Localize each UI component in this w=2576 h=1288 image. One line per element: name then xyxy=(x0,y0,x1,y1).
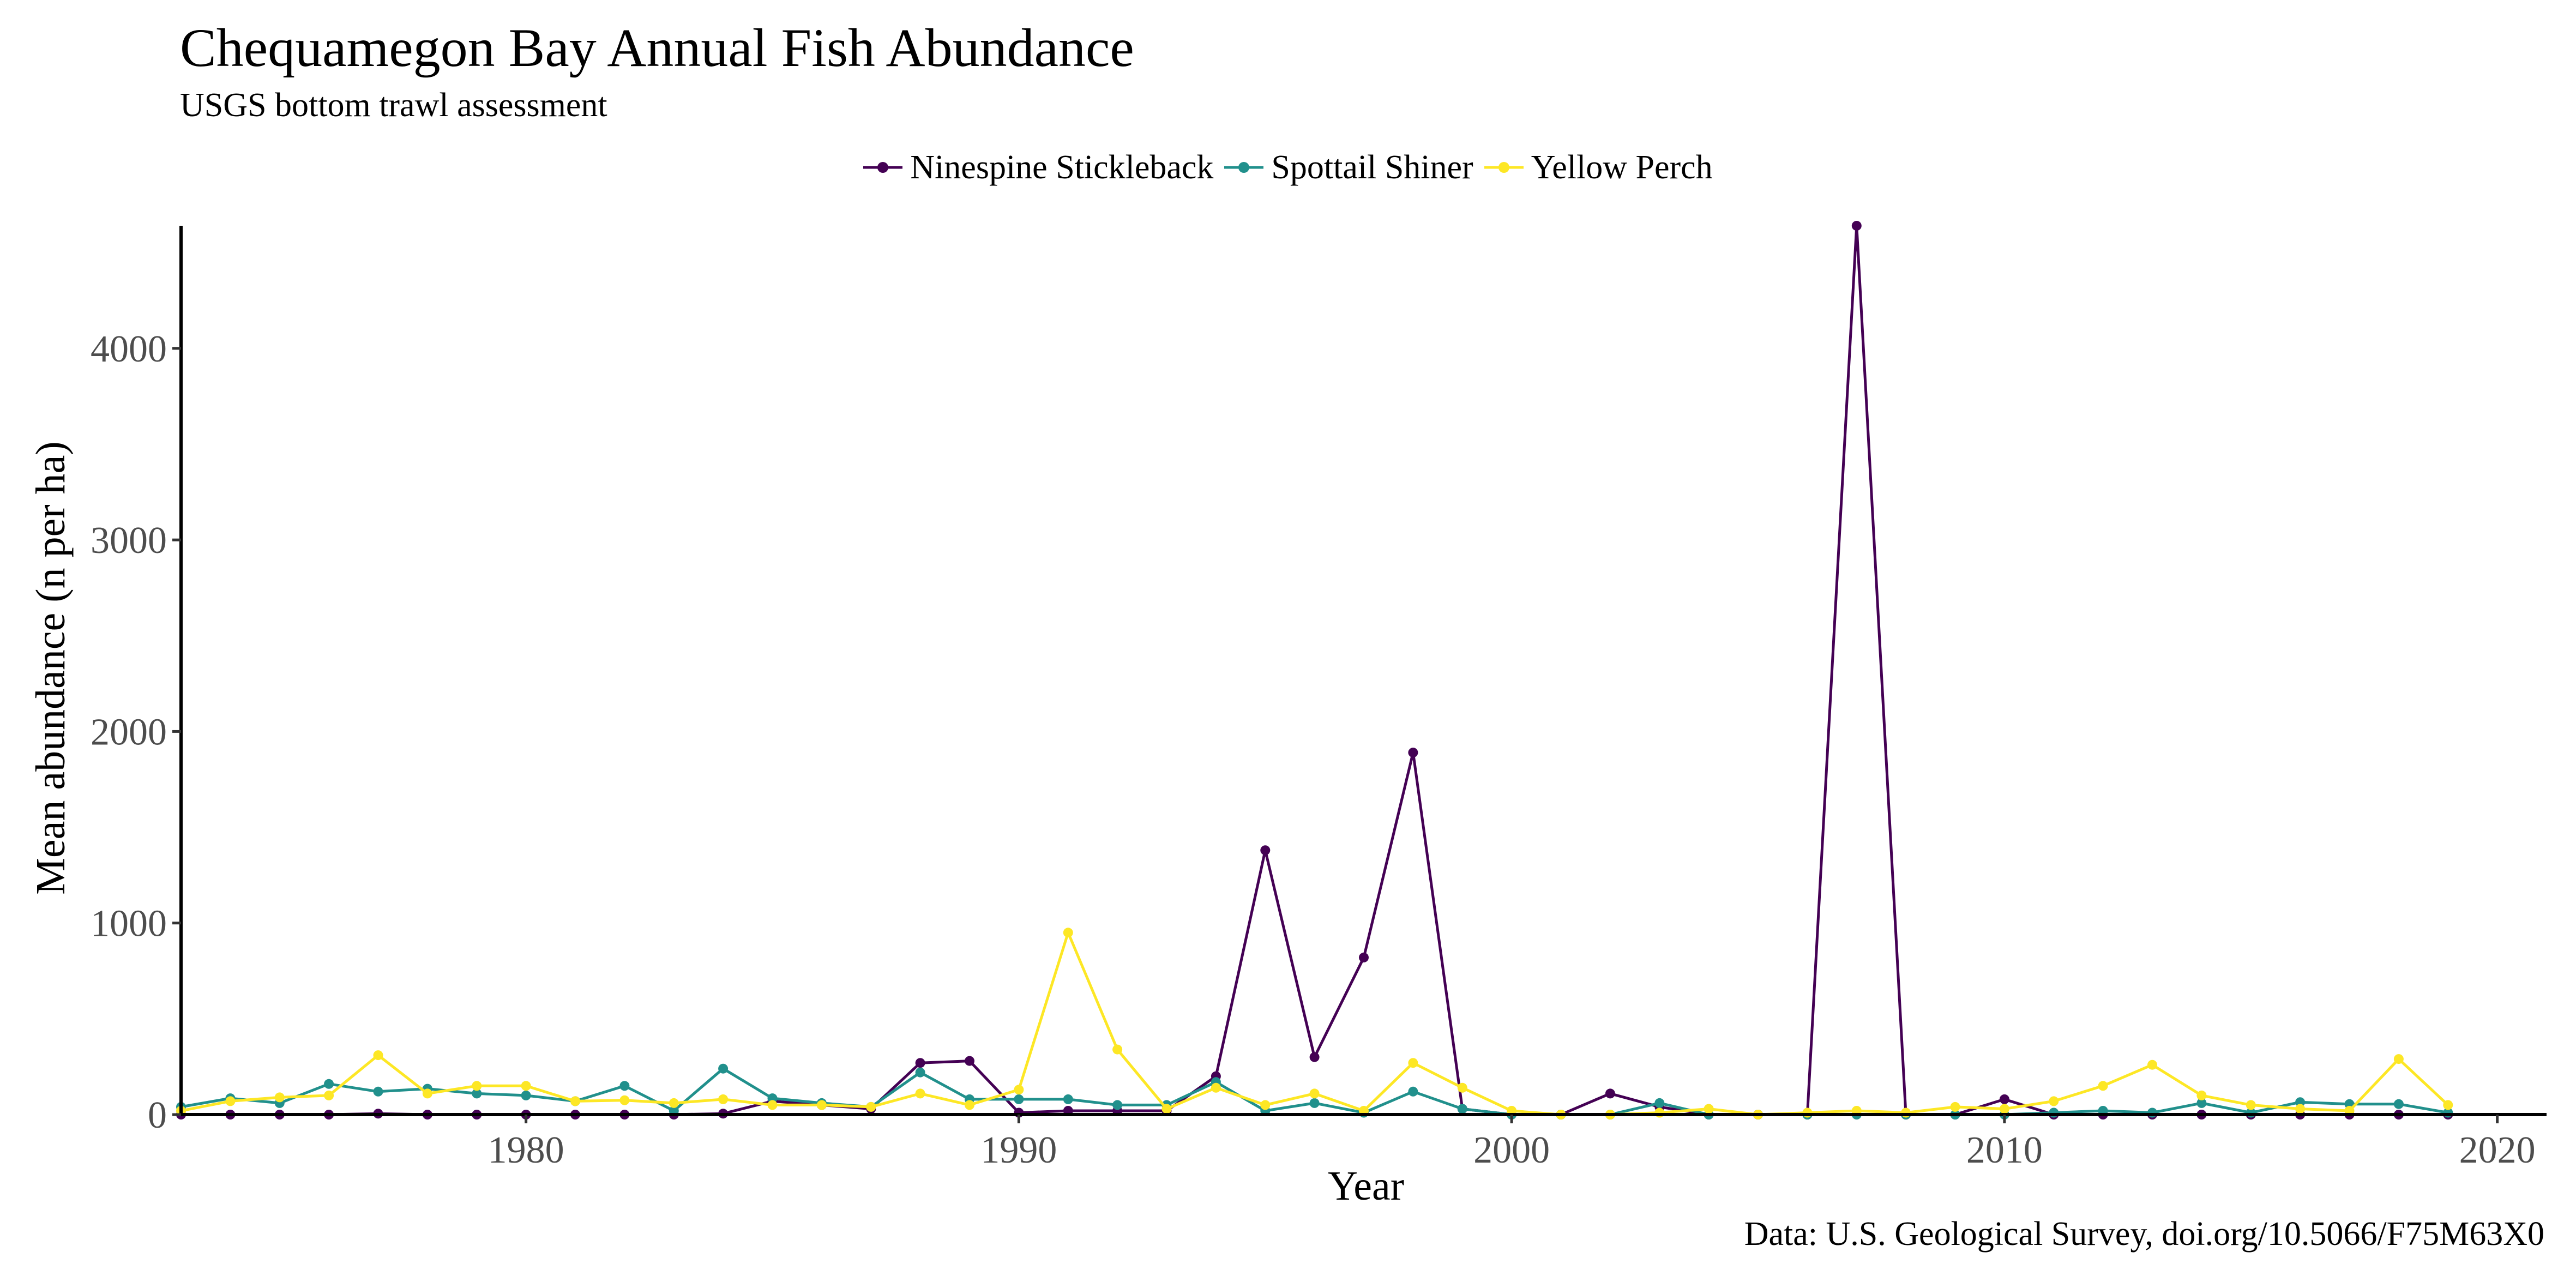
data-point-spottail-shiner-2016 xyxy=(2295,1097,2306,1108)
data-point-yellow-perch-2019 xyxy=(2443,1100,2453,1110)
data-point-ninespine-stickleback-2010 xyxy=(1999,1094,2009,1104)
axis-layer: 1980 1990 2000 2010 2020 0 1000 2000 3000 4000 xyxy=(91,226,2547,1171)
data-point-yellow-perch-1999 xyxy=(1457,1082,1467,1093)
x-tick-label-1990: 1990 xyxy=(980,1129,1057,1171)
y-tick-label-4000: 4000 xyxy=(91,328,167,370)
y-tick-label-0: 0 xyxy=(148,1094,167,1136)
data-point-yellow-perch-2012 xyxy=(2098,1081,2108,1091)
data-point-yellow-perch-1985 xyxy=(767,1100,778,1110)
x-tick-label-2020: 2020 xyxy=(2459,1129,2536,1171)
data-point-ninespine-stickleback-1988 xyxy=(915,1058,925,1068)
legend: Ninespine Stickleback Spottail Shiner Ye… xyxy=(0,151,2576,184)
legend-label-yellow-perch: Yellow Perch xyxy=(1531,149,1713,186)
data-point-spottail-shiner-2014 xyxy=(2196,1098,2207,1108)
data-point-spottail-shiner-1999 xyxy=(1457,1104,1467,1114)
data-point-spottail-shiner-1996 xyxy=(1309,1098,1320,1108)
data-point-yellow-perch-1976 xyxy=(324,1090,334,1100)
data-point-yellow-perch-2009 xyxy=(1950,1102,1960,1112)
y-tick-label-2000: 2000 xyxy=(91,711,167,753)
chart-subtitle: USGS bottom trawl assessment xyxy=(180,87,607,124)
data-point-yellow-perch-1980 xyxy=(521,1081,531,1091)
x-axis-title: Year xyxy=(1328,1163,1404,1209)
data-point-yellow-perch-1974 xyxy=(225,1096,236,1106)
legend-key-ninespine-stickleback xyxy=(863,162,903,173)
data-point-yellow-perch-2015 xyxy=(2246,1100,2256,1110)
data-point-yellow-perch-1982 xyxy=(619,1095,630,1105)
data-point-yellow-perch-1975 xyxy=(274,1092,285,1103)
data-point-yellow-perch-1995 xyxy=(1260,1100,1271,1110)
data-point-spottail-shiner-2003 xyxy=(1654,1098,1665,1108)
x-tick-label-2010: 2010 xyxy=(1966,1129,2043,1171)
data-point-yellow-perch-1993 xyxy=(1161,1104,1172,1114)
data-point-yellow-perch-1998 xyxy=(1408,1058,1418,1068)
data-point-yellow-perch-1994 xyxy=(1211,1082,1221,1093)
data-point-spottail-shiner-1976 xyxy=(324,1079,334,1089)
data-point-ninespine-stickleback-1995 xyxy=(1260,845,1271,856)
chart-title: Chequamegon Bay Annual Fish Abundance xyxy=(180,17,1134,78)
data-point-yellow-perch-2011 xyxy=(2049,1096,2059,1106)
data-point-spottail-shiner-1980 xyxy=(521,1090,531,1100)
data-point-ninespine-stickleback-1997 xyxy=(1359,952,1369,962)
caption: Data: U.S. Geological Survey, doi.org/10… xyxy=(1744,1215,2544,1253)
data-point-spottail-shiner-1982 xyxy=(619,1081,630,1091)
legend-item-yellow-perch: Yellow Perch xyxy=(1484,151,1713,184)
data-point-spottail-shiner-1998 xyxy=(1408,1086,1418,1097)
data-point-yellow-perch-1991 xyxy=(1063,928,1073,938)
data-point-spottail-shiner-1991 xyxy=(1063,1094,1073,1104)
series-line-ninespine-stickleback xyxy=(181,224,2448,1116)
data-point-spottail-shiner-1984 xyxy=(718,1063,729,1074)
data-point-yellow-perch-2018 xyxy=(2393,1054,2404,1064)
data-point-spottail-shiner-1977 xyxy=(373,1086,383,1097)
data-point-spottail-shiner-2018 xyxy=(2393,1099,2404,1109)
data-point-yellow-perch-1979 xyxy=(472,1081,482,1091)
y-tick-label-1000: 1000 xyxy=(91,903,167,945)
data-point-yellow-perch-1989 xyxy=(965,1100,974,1110)
data-point-yellow-perch-1984 xyxy=(718,1094,729,1104)
data-point-yellow-perch-1986 xyxy=(816,1100,827,1110)
legend-label-spottail-shiner: Spottail Shiner xyxy=(1271,149,1473,186)
data-point-yellow-perch-2014 xyxy=(2196,1090,2207,1100)
data-point-yellow-perch-2004 xyxy=(1704,1104,1714,1114)
x-tick-label-1980: 1980 xyxy=(488,1129,564,1171)
data-point-yellow-perch-1987 xyxy=(866,1102,876,1112)
data-point-yellow-perch-2010 xyxy=(1999,1104,2009,1114)
data-point-yellow-perch-1983 xyxy=(669,1098,679,1108)
data-point-ninespine-stickleback-1996 xyxy=(1309,1052,1320,1062)
data-point-yellow-perch-2013 xyxy=(2147,1060,2157,1070)
legend-item-ninespine-stickleback: Ninespine Stickleback xyxy=(863,151,1213,184)
data-point-yellow-perch-1988 xyxy=(915,1088,925,1099)
data-point-spottail-shiner-1990 xyxy=(1014,1094,1024,1104)
data-point-spottail-shiner-1988 xyxy=(915,1067,925,1078)
y-tick-label-3000: 3000 xyxy=(91,520,167,562)
legend-item-spottail-shiner: Spottail Shiner xyxy=(1224,151,1473,184)
legend-label-ninespine-stickleback: Ninespine Stickleback xyxy=(910,149,1214,186)
series-line-yellow-perch xyxy=(180,931,2449,1116)
data-point-yellow-perch-1996 xyxy=(1309,1088,1320,1099)
data-point-yellow-perch-2016 xyxy=(2295,1104,2306,1114)
data-point-ninespine-stickleback-2007 xyxy=(1851,221,1862,231)
data-point-yellow-perch-1981 xyxy=(570,1096,580,1106)
y-axis-title: Mean abundance (n per ha) xyxy=(28,441,74,894)
legend-key-spottail-shiner xyxy=(1224,162,1264,173)
data-point-spottail-shiner-1979 xyxy=(472,1088,482,1099)
data-point-ninespine-stickleback-2002 xyxy=(1605,1088,1615,1099)
data-point-yellow-perch-1977 xyxy=(373,1050,383,1061)
series-layer xyxy=(176,221,2453,1120)
data-point-yellow-perch-1992 xyxy=(1112,1044,1123,1055)
data-point-spottail-shiner-1985 xyxy=(767,1093,778,1104)
x-tick-label-2000: 2000 xyxy=(1473,1129,1550,1171)
data-point-ninespine-stickleback-1989 xyxy=(965,1056,974,1066)
legend-key-yellow-perch xyxy=(1484,162,1524,173)
data-point-ninespine-stickleback-1998 xyxy=(1408,748,1418,758)
data-point-yellow-perch-1990 xyxy=(1014,1085,1024,1095)
data-point-spottail-shiner-1992 xyxy=(1112,1100,1123,1110)
data-point-yellow-perch-1978 xyxy=(422,1088,432,1099)
